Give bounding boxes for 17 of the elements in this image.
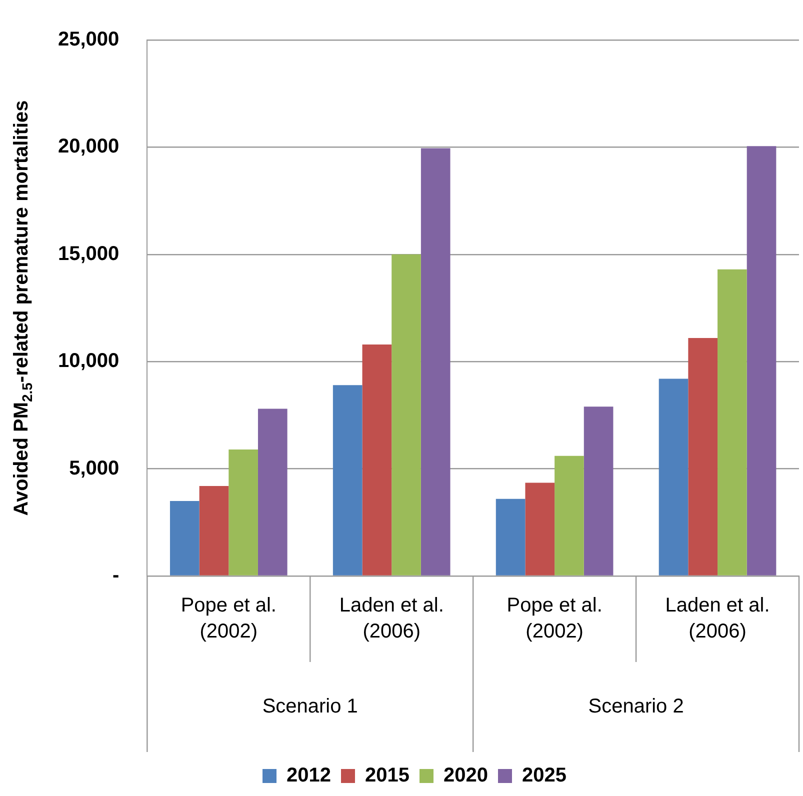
legend-label: 2015 xyxy=(365,764,410,787)
x-tick-label: Laden et al. (2006) xyxy=(339,594,444,643)
y-tick-label: 15,000 xyxy=(58,242,120,265)
x-tick-label: Laden et al. (2006) xyxy=(665,594,770,643)
y-tick-label: 5,000 xyxy=(69,457,120,480)
x-tick-label: Pope et al. (2002) xyxy=(506,594,602,643)
y-tick-label: - xyxy=(112,564,120,587)
text: Scenario 1 xyxy=(262,696,358,718)
y-tick-label: 20,000 xyxy=(58,136,120,158)
x-tick-label: Pope et al. (2002) xyxy=(180,594,276,643)
text: Scenario 2 xyxy=(588,696,684,718)
y-tick-label: 25,000 xyxy=(58,28,120,51)
y-tick-label: 10,000 xyxy=(58,350,120,372)
legend-label: 2012 xyxy=(286,764,332,787)
legend-label: 2020 xyxy=(444,764,488,787)
y-axis-title: Avoided PM2.5-related premature mortalities xyxy=(10,100,35,516)
legend-label: 2025 xyxy=(522,764,566,787)
